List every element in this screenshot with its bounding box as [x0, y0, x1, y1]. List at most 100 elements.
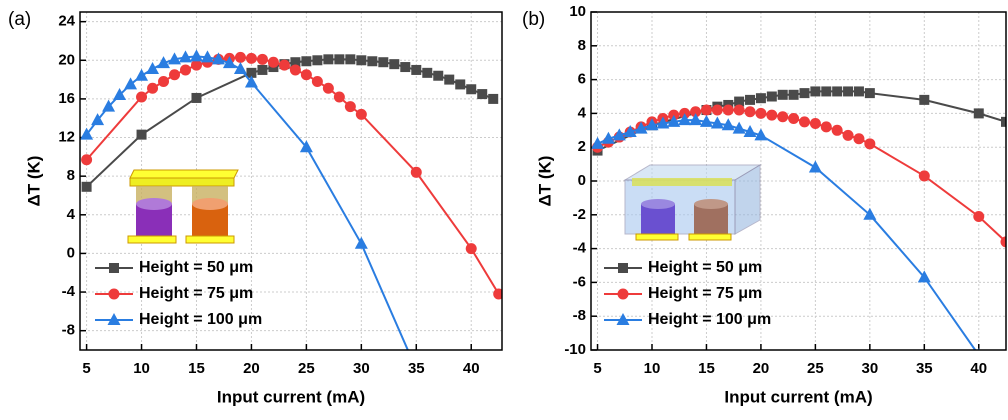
marker	[169, 69, 180, 80]
marker	[345, 101, 356, 112]
marker	[257, 54, 268, 65]
marker	[235, 52, 246, 63]
marker	[477, 89, 487, 99]
y-tick-label: 16	[58, 90, 75, 107]
marker	[745, 95, 755, 105]
marker	[766, 110, 777, 121]
marker	[389, 59, 399, 69]
legend-marker	[618, 289, 629, 300]
marker	[191, 93, 201, 103]
x-axis-label: Input current (mA)	[217, 387, 365, 406]
marker	[301, 69, 312, 80]
marker	[411, 167, 422, 178]
marker	[864, 138, 875, 149]
legend-marker	[109, 289, 120, 300]
x-tick-label: 25	[807, 360, 824, 377]
marker	[312, 76, 323, 87]
marker	[334, 91, 345, 102]
marker	[788, 113, 799, 124]
y-axis-label: ΔT (K)	[24, 156, 43, 207]
marker	[455, 79, 465, 89]
x-axis-label: Input current (mA)	[724, 387, 872, 406]
marker	[488, 94, 498, 104]
marker	[433, 71, 443, 81]
marker	[290, 64, 301, 75]
marker	[843, 86, 853, 96]
legend-label: Height = 50 μm	[648, 259, 762, 276]
marker	[799, 88, 809, 98]
marker	[821, 121, 832, 132]
marker	[422, 68, 432, 78]
y-tick-label: -10	[564, 341, 586, 358]
x-tick-label: 30	[862, 360, 879, 377]
marker	[832, 125, 843, 136]
marker	[591, 137, 604, 149]
x-tick-label: 20	[243, 360, 260, 377]
marker	[723, 105, 734, 116]
x-tick-label: 15	[188, 360, 205, 377]
marker	[810, 86, 820, 96]
marker	[919, 170, 930, 181]
marker	[334, 54, 344, 64]
y-tick-label: 2	[578, 138, 586, 155]
marker	[137, 130, 147, 140]
y-tick-label: -4	[573, 240, 587, 257]
legend-marker	[618, 263, 628, 273]
marker	[974, 108, 984, 118]
marker	[279, 60, 290, 71]
marker	[919, 95, 929, 105]
marker	[312, 55, 322, 65]
y-tick-label: -4	[62, 283, 76, 300]
marker	[124, 77, 137, 89]
marker	[268, 57, 279, 68]
marker	[712, 105, 723, 116]
marker	[146, 62, 159, 74]
marker	[745, 106, 756, 117]
marker	[82, 182, 92, 192]
marker	[843, 130, 854, 141]
x-tick-label: 35	[408, 360, 425, 377]
marker	[367, 56, 377, 66]
marker	[400, 62, 410, 72]
marker	[809, 160, 822, 172]
y-tick-label: 4	[67, 206, 76, 223]
marker	[411, 65, 421, 75]
x-tick-label: 30	[353, 360, 370, 377]
y-tick-label: 4	[578, 104, 587, 121]
marker	[257, 65, 267, 75]
y-tick-label: 0	[578, 172, 586, 189]
marker	[701, 105, 712, 116]
marker	[865, 88, 875, 98]
x-tick-label: 25	[298, 360, 315, 377]
marker	[323, 83, 334, 94]
legend-label: Height = 75 μm	[648, 285, 762, 302]
marker	[136, 91, 147, 102]
y-axis-label: ΔT (K)	[535, 156, 554, 207]
y-tick-label: 10	[569, 3, 586, 20]
marker	[734, 105, 745, 116]
y-tick-label: -6	[573, 273, 586, 290]
marker	[789, 90, 799, 100]
legend-label: Height = 100 μm	[139, 311, 262, 328]
inset-illustration	[128, 170, 238, 243]
marker	[767, 92, 777, 102]
x-tick-label: 40	[970, 360, 987, 377]
y-tick-label: -8	[573, 307, 586, 324]
marker	[246, 53, 257, 64]
x-tick-label: 5	[82, 360, 90, 377]
marker	[853, 133, 864, 144]
legend-label: Height = 50 μm	[139, 259, 253, 276]
y-tick-label: -2	[573, 206, 586, 223]
marker	[180, 64, 191, 75]
marker	[466, 243, 477, 254]
marker	[234, 62, 247, 74]
marker	[345, 54, 355, 64]
panel-label: (b)	[522, 9, 545, 30]
legend-label: Height = 75 μm	[139, 285, 253, 302]
marker	[444, 75, 454, 85]
y-tick-label: 8	[67, 167, 75, 184]
y-tick-label: 20	[58, 51, 75, 68]
marker	[356, 55, 366, 65]
marker	[135, 69, 148, 81]
